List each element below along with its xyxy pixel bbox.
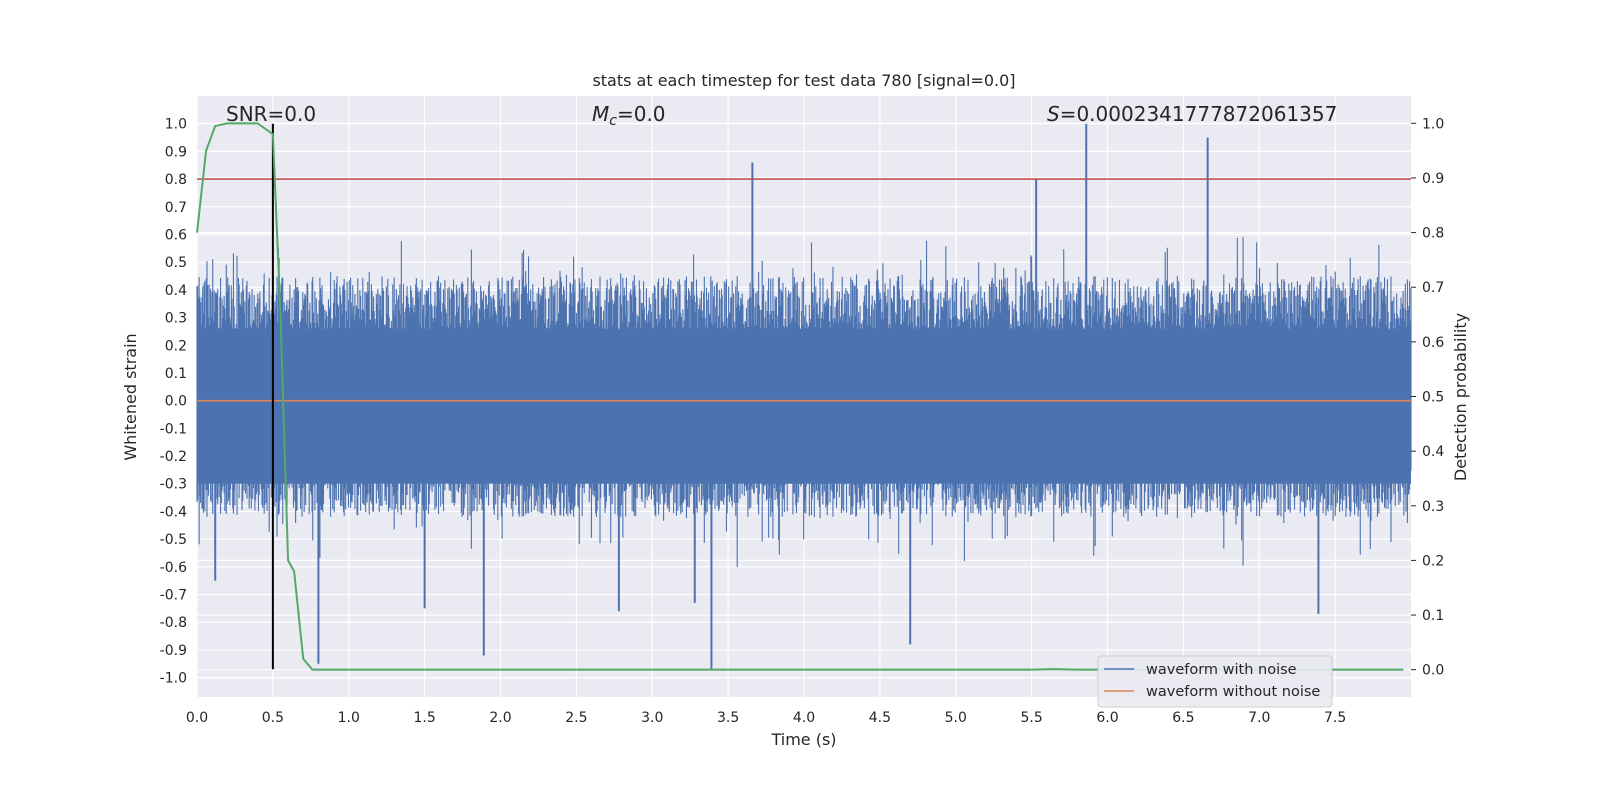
x-tick-label: 3.5 [717, 710, 739, 726]
y-tick-label: -1.0 [160, 671, 187, 687]
y2-tick-label: 0.0 [1422, 663, 1444, 679]
snr-annotation: SNR=0.0 [226, 102, 316, 126]
mc-value: =0.0 [617, 102, 666, 126]
y-tick-label: 0.0 [165, 394, 187, 410]
x-tick-label: 4.5 [869, 710, 891, 726]
legend: waveform with noise waveform without noi… [1097, 655, 1333, 708]
y2-tick-label: 1.0 [1422, 116, 1444, 132]
series-waveform-with-noise [196, 123, 1412, 670]
y2-tick-label: 0.5 [1422, 390, 1444, 406]
probability-trace [196, 122, 1404, 671]
y-tick-label: -0.5 [160, 532, 187, 548]
y2-axis-ticks: 1.0 0.9 0.8 0.7 0.6 0.5 0.4 0.3 0.2 0.1 0.0 [1411, 116, 1444, 679]
x-tick-label: 2.0 [489, 710, 511, 726]
x-tick-label: 5.0 [945, 710, 967, 726]
y-tick-label: 1.0 [165, 117, 187, 133]
y-axis-label: Whitened strain [121, 333, 140, 460]
y2-tick-label: 0.6 [1422, 335, 1444, 351]
y-tick-label: -0.2 [160, 449, 187, 465]
y2-tick-label: 0.8 [1422, 226, 1444, 242]
legend-box [1097, 655, 1333, 708]
noise-core-band [197, 328, 1411, 484]
s-annotation: S=0.0002341777872061357 [1047, 102, 1337, 126]
y2-tick-label: 0.7 [1422, 280, 1444, 296]
s-value: =0.0002341777872061357 [1060, 102, 1338, 126]
x-axis-ticks: 0.0 0.5 1.0 1.5 2.0 2.5 3.0 3.5 4.0 4.5 5.0 5.5 6.0 6… [186, 710, 1346, 726]
y-tick-label: -0.7 [160, 588, 187, 604]
y2-tick-label: 0.9 [1422, 171, 1444, 187]
x-tick-label: 7.0 [1248, 710, 1270, 726]
y-tick-label: 0.7 [165, 200, 187, 216]
x-tick-label: 7.5 [1324, 710, 1346, 726]
y-tick-label: -0.1 [160, 421, 187, 437]
y-tick-label: 0.8 [165, 172, 187, 188]
legend-label-clean: waveform without noise [1146, 684, 1320, 700]
y-tick-label: -0.8 [160, 615, 187, 631]
y-tick-label: 0.9 [165, 144, 187, 160]
y-tick-label: 0.5 [165, 255, 187, 271]
x-tick-label: 4.0 [793, 710, 815, 726]
y2-tick-label: 0.2 [1422, 553, 1444, 569]
y-tick-label: -0.6 [160, 560, 187, 576]
y-tick-label: -0.3 [160, 477, 187, 493]
mc-subscript: c [609, 113, 617, 129]
y2-axis-label: Detection probability [1451, 313, 1470, 481]
y2-tick-label: 0.4 [1422, 444, 1444, 460]
series-detection-probability [196, 122, 1404, 671]
mc-symbol: M [592, 102, 609, 126]
y2-tick-label: 0.3 [1422, 499, 1444, 515]
y-tick-label: 0.2 [165, 338, 187, 354]
y2-tick-label: 0.1 [1422, 608, 1444, 624]
x-tick-label: 0.0 [186, 710, 208, 726]
x-tick-label: 0.5 [262, 710, 284, 726]
x-tick-label: 6.0 [1096, 710, 1118, 726]
y-tick-label: -0.9 [160, 643, 187, 659]
y-tick-label: -0.4 [160, 504, 187, 520]
chart-title: stats at each timestep for test data 780… [592, 71, 1015, 90]
y-tick-label: 0.1 [165, 366, 187, 382]
y-tick-label: 0.6 [165, 227, 187, 243]
y-tick-label: 0.4 [165, 283, 187, 299]
s-symbol: S [1047, 102, 1060, 126]
x-axis-label: Time (s) [770, 730, 836, 749]
x-tick-label: 5.5 [1020, 710, 1042, 726]
y-tick-label: 0.3 [165, 311, 187, 327]
y-axis-ticks: 1.0 0.9 0.8 0.7 0.6 0.5 0.4 0.3 0.2 0.1 0.0 -0.1 -0.… [160, 117, 187, 687]
legend-label-noise: waveform with noise [1146, 662, 1297, 678]
x-tick-label: 1.0 [338, 710, 360, 726]
x-tick-label: 6.5 [1172, 710, 1194, 726]
x-tick-label: 2.5 [565, 710, 587, 726]
mc-annotation: Mc=0.0 [592, 102, 666, 129]
x-tick-label: 1.5 [413, 710, 435, 726]
x-tick-label: 3.0 [641, 710, 663, 726]
